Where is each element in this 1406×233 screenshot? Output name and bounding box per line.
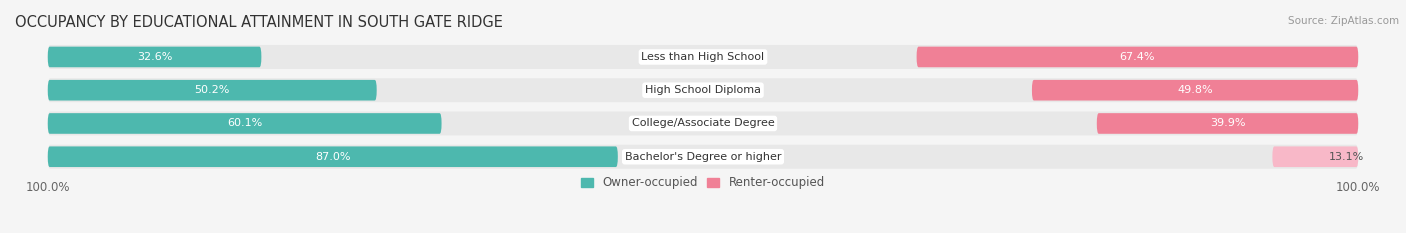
FancyBboxPatch shape [48, 80, 377, 100]
Text: 87.0%: 87.0% [315, 152, 350, 162]
Text: 49.8%: 49.8% [1177, 85, 1213, 95]
FancyBboxPatch shape [1032, 80, 1358, 100]
Text: High School Diploma: High School Diploma [645, 85, 761, 95]
FancyBboxPatch shape [48, 45, 1358, 69]
Text: Source: ZipAtlas.com: Source: ZipAtlas.com [1288, 16, 1399, 26]
FancyBboxPatch shape [917, 47, 1358, 67]
Text: Bachelor's Degree or higher: Bachelor's Degree or higher [624, 152, 782, 162]
Text: 67.4%: 67.4% [1119, 52, 1156, 62]
Text: OCCUPANCY BY EDUCATIONAL ATTAINMENT IN SOUTH GATE RIDGE: OCCUPANCY BY EDUCATIONAL ATTAINMENT IN S… [15, 15, 503, 30]
Text: 13.1%: 13.1% [1329, 152, 1364, 162]
FancyBboxPatch shape [48, 112, 1358, 135]
Text: 60.1%: 60.1% [226, 118, 263, 128]
Text: 39.9%: 39.9% [1209, 118, 1246, 128]
FancyBboxPatch shape [1097, 113, 1358, 134]
FancyBboxPatch shape [1272, 146, 1358, 167]
FancyBboxPatch shape [48, 47, 262, 67]
FancyBboxPatch shape [48, 78, 1358, 102]
FancyBboxPatch shape [48, 146, 617, 167]
Text: 50.2%: 50.2% [194, 85, 231, 95]
FancyBboxPatch shape [48, 113, 441, 134]
FancyBboxPatch shape [48, 145, 1358, 169]
Text: 32.6%: 32.6% [136, 52, 173, 62]
Text: College/Associate Degree: College/Associate Degree [631, 118, 775, 128]
Legend: Owner-occupied, Renter-occupied: Owner-occupied, Renter-occupied [576, 171, 830, 194]
Text: Less than High School: Less than High School [641, 52, 765, 62]
